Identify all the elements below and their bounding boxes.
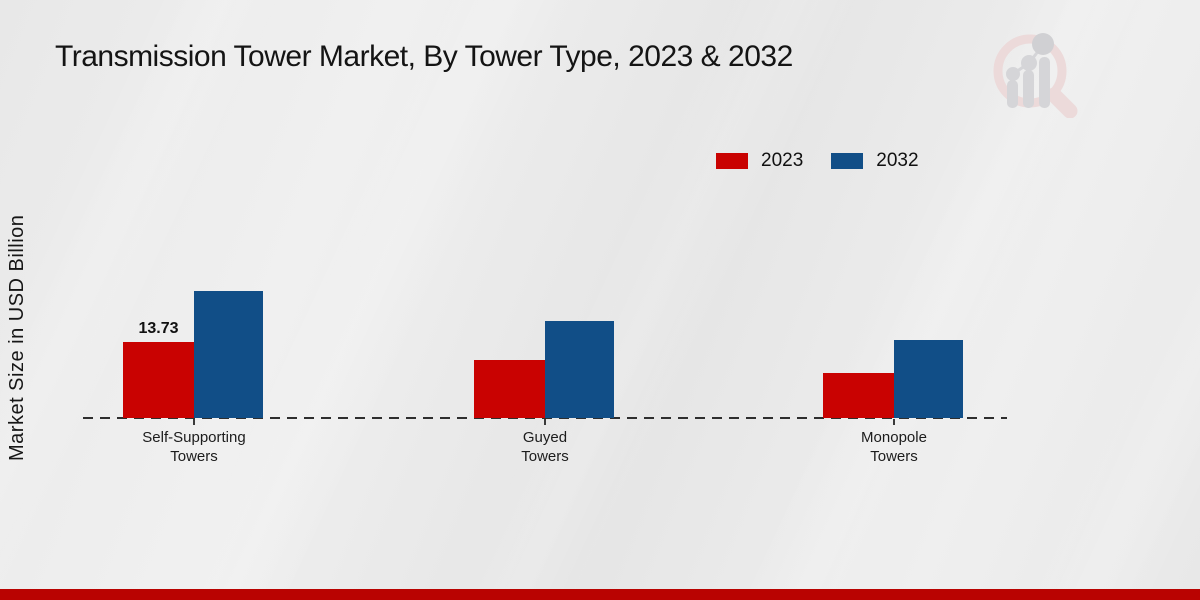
- bar-2032-guyed-towers: [545, 321, 614, 418]
- footer-bar: [0, 589, 1200, 600]
- legend-label: 2023: [761, 150, 804, 171]
- chart-title: Transmission Tower Market, By Tower Type…: [55, 40, 793, 73]
- bar-2023-monopole-towers: [823, 373, 894, 418]
- bar-2032-self-supporting-towers: [194, 291, 263, 418]
- legend-item-2032: 2032: [831, 150, 919, 172]
- bar-2023-self-supporting-towers: [123, 342, 194, 418]
- bar-2023-guyed-towers: [474, 360, 545, 418]
- bar-value-label: 13.73: [138, 320, 179, 337]
- legend: 2023 2032: [716, 150, 919, 172]
- legend-label: 2032: [876, 150, 919, 171]
- x-axis-tick: [544, 419, 546, 425]
- x-axis-line: [83, 417, 1007, 419]
- x-axis-tick: [193, 419, 195, 425]
- watermark-logo-icon: [993, 33, 1078, 118]
- category-label: Guyed Towers: [521, 429, 569, 465]
- bar-2032-monopole-towers: [894, 340, 963, 418]
- legend-item-2023: 2023: [716, 150, 803, 172]
- category-label: Self-Supporting Towers: [142, 429, 246, 465]
- legend-swatch-icon: [831, 153, 864, 169]
- category-label: Monopole Towers: [861, 429, 927, 465]
- legend-swatch-icon: [716, 153, 748, 169]
- x-axis-tick: [893, 419, 895, 425]
